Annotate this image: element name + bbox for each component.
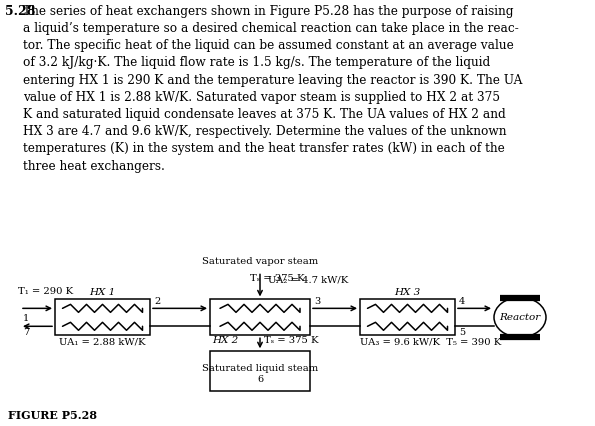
Text: 5.28: 5.28 [5,5,35,18]
Text: HX 2: HX 2 [212,336,238,345]
Text: Tₛ = 375 K: Tₛ = 375 K [250,274,305,283]
Text: FIGURE P5.28: FIGURE P5.28 [8,410,97,421]
Text: 6: 6 [257,374,263,384]
Ellipse shape [494,297,546,337]
Text: 3: 3 [314,297,320,306]
Bar [55,299,150,335]
Bar [210,351,310,391]
Text: Reactor: Reactor [499,313,541,322]
Text: The series of heat exchangers shown in Figure P5.28 has the purpose of raising
a: The series of heat exchangers shown in F… [23,5,522,173]
Text: T₁ = 290 K: T₁ = 290 K [18,288,73,296]
Bar [360,299,455,335]
Text: UA₂ = 4.7 kW/K: UA₂ = 4.7 kW/K [268,276,348,285]
Text: 2: 2 [154,297,160,306]
Text: Saturated vapor steam: Saturated vapor steam [202,257,318,267]
Text: Saturated liquid steam: Saturated liquid steam [202,364,318,373]
Text: HX 1: HX 1 [89,288,115,297]
Text: 1: 1 [23,314,29,323]
Text: UA₁ = 2.88 kW/K: UA₁ = 2.88 kW/K [60,337,146,346]
Text: 5: 5 [459,328,465,337]
Text: 7: 7 [23,328,29,337]
Bar [210,299,310,335]
Text: HX 3: HX 3 [394,288,421,297]
Text: Tₛ = 375 K: Tₛ = 375 K [264,336,318,345]
Text: UA₃ = 9.6 kW/K  T₅ = 390 K: UA₃ = 9.6 kW/K T₅ = 390 K [360,337,501,346]
Text: 4: 4 [459,297,465,306]
